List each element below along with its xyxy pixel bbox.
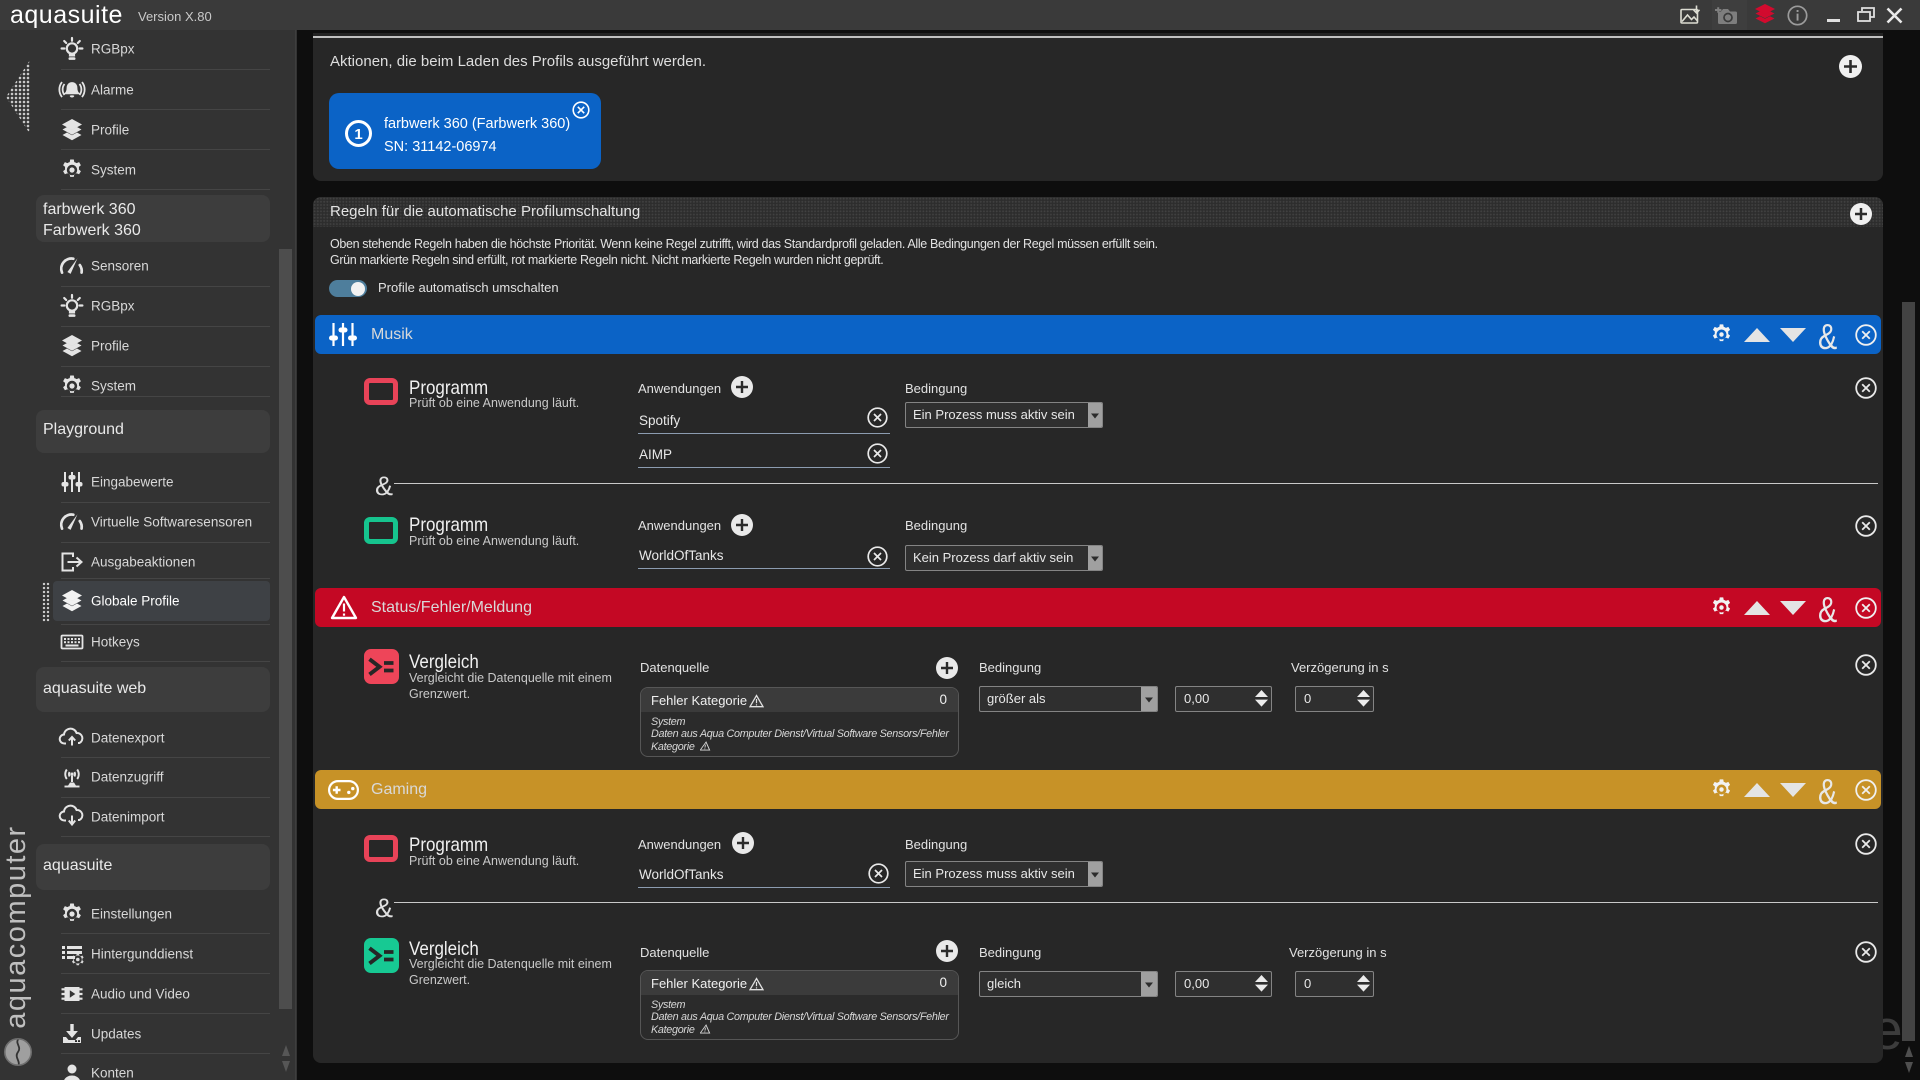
svg-text:1: 1 (354, 126, 362, 143)
